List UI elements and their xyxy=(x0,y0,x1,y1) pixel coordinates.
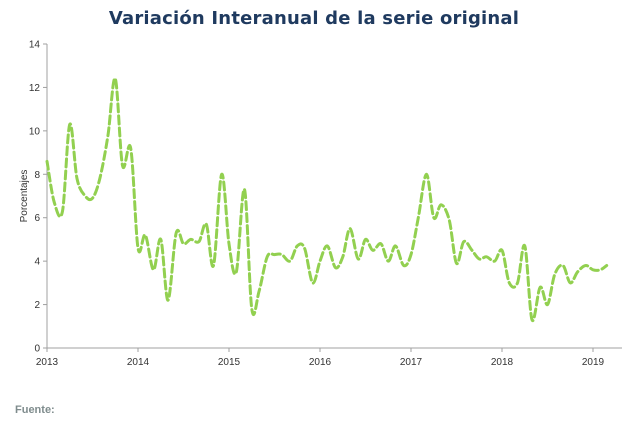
y-tick-label: 10 xyxy=(29,126,41,137)
y-tick-label: 14 xyxy=(29,40,41,51)
y-tick-label: 4 xyxy=(34,257,40,268)
x-tick-label: 2017 xyxy=(400,357,423,368)
y-tick-label: 0 xyxy=(34,344,40,355)
y-tick-label: 8 xyxy=(34,170,40,181)
chart-title: Variación Interanual de la serie origina… xyxy=(108,8,520,29)
series-group xyxy=(45,77,609,322)
y-tick-label: 12 xyxy=(29,83,41,94)
x-tick-label: 2015 xyxy=(218,357,241,368)
x-tick-label: 2014 xyxy=(127,357,150,368)
x-tick-group: 2013 2014 2015 2016 2017 2018 2019 xyxy=(36,348,605,368)
x-tick-label: 2016 xyxy=(309,357,332,368)
x-tick-label: 2013 xyxy=(36,357,59,368)
x-tick-label: 2018 xyxy=(491,357,514,368)
y-tick-group: 0 2 4 6 8 10 12 14 xyxy=(29,40,47,355)
y-tick-label: 2 xyxy=(34,300,40,311)
series-line xyxy=(45,77,609,322)
y-axis-label: Porcentajes xyxy=(19,170,30,223)
source-label: Fuente: xyxy=(15,404,55,416)
y-tick-label: 6 xyxy=(34,213,40,224)
x-tick-label: 2019 xyxy=(582,357,605,368)
chart-axes xyxy=(46,44,622,349)
